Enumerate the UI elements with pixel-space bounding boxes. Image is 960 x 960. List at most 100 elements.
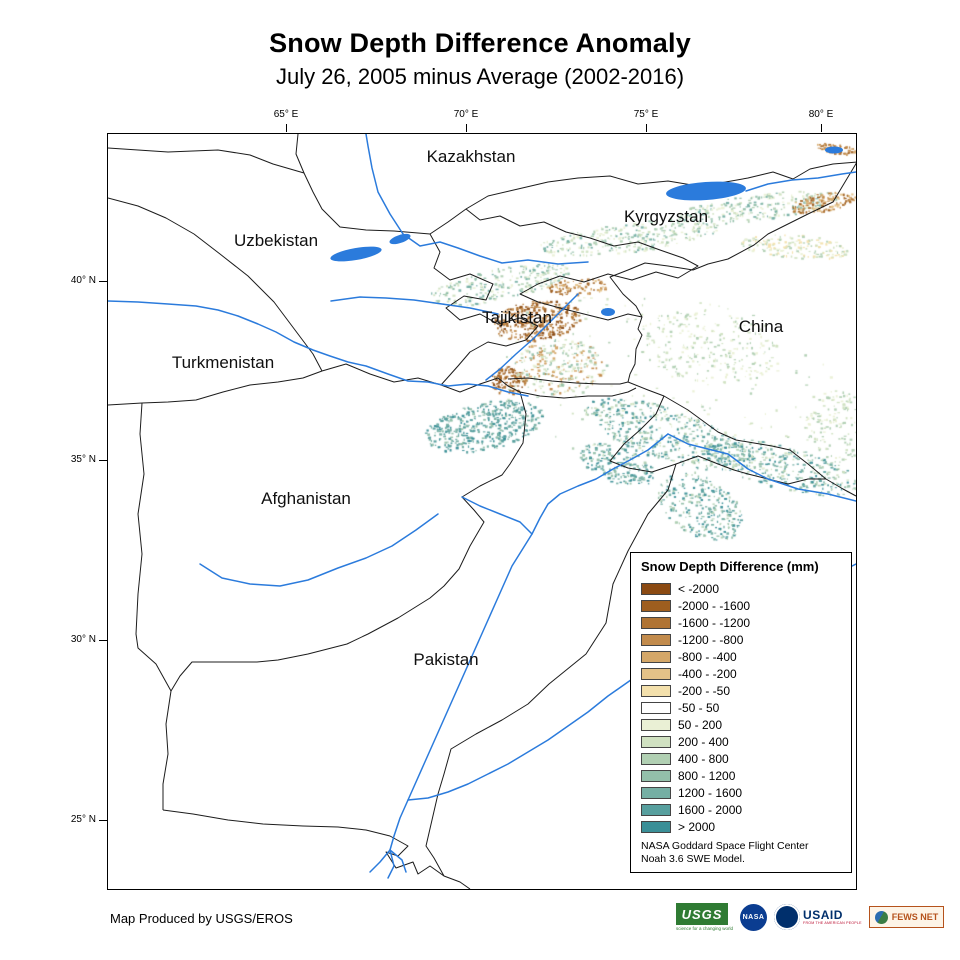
river (389, 433, 669, 851)
legend-swatch (641, 667, 671, 680)
river (387, 849, 395, 879)
country-label-uzbekistan: Uzbekistan (233, 231, 319, 250)
river (745, 171, 856, 192)
legend-swatch (641, 616, 671, 629)
legend-row: 50 - 200 (641, 716, 841, 733)
lake (389, 233, 411, 245)
legend-row: 1600 - 2000 (641, 801, 841, 818)
legend-swatch (641, 650, 671, 663)
legend-note-line1: NASA Goddard Space Flight Center (641, 840, 809, 852)
lat-tick-label: 40° N (70, 275, 96, 286)
usaid-logo: USAID FROM THE AMERICAN PEOPLE (774, 904, 862, 930)
country-label-china: China (738, 317, 784, 336)
lon-tick-mark (466, 124, 467, 132)
country-border (108, 370, 323, 406)
lat-tick-mark (99, 460, 107, 461)
country-border (108, 147, 431, 235)
country-border (429, 233, 539, 327)
country-border (108, 197, 323, 372)
river (667, 433, 856, 502)
lon-tick-label: 80° E (808, 109, 834, 120)
nasa-text: NASA (742, 913, 765, 921)
legend-label: -400 - -200 (678, 666, 737, 681)
legend-label: 800 - 1200 (678, 768, 736, 783)
fewsnet-globe-icon (874, 910, 888, 924)
legend-swatch (641, 718, 671, 731)
lon-tick-mark (286, 124, 287, 132)
usgs-tagline: science for a changing world (676, 926, 734, 931)
usgs-wordmark: USGS (676, 903, 728, 925)
nasa-meatball-icon: NASA (740, 903, 768, 931)
lake (825, 146, 843, 154)
legend-label: -800 - -400 (678, 649, 737, 664)
river (485, 293, 579, 381)
legend-swatch (641, 701, 671, 714)
country-border (162, 809, 471, 889)
legend-row: -50 - 50 (641, 699, 841, 716)
river (199, 513, 439, 587)
legend-label: 200 - 400 (678, 734, 729, 749)
legend-label: 1600 - 2000 (678, 802, 743, 817)
legend: Snow Depth Difference (mm) < -2000 -2000 … (630, 552, 852, 873)
usaid-tagline: FROM THE AMERICAN PEOPLE (803, 921, 862, 925)
legend-row: -2000 - -1600 (641, 597, 841, 614)
legend-row: 800 - 1200 (641, 767, 841, 784)
legend-row: 400 - 800 (641, 750, 841, 767)
usaid-text-block: USAID FROM THE AMERICAN PEOPLE (803, 909, 862, 925)
logo-row: USGS science for a changing world NASA U… (676, 901, 945, 933)
river (461, 496, 533, 535)
country-labels: Kazakhstan Kyrgyzstan Uzbekistan Tajikistan… (108, 134, 856, 889)
country-border (295, 134, 305, 174)
page-subtitle: July 26, 2005 minus Average (2002-2016) (275, 64, 685, 89)
river (365, 134, 589, 265)
legend-swatch (641, 752, 671, 765)
legend-label: 400 - 800 (678, 751, 729, 766)
legend-note-line2: Noah 3.6 SWE Model. (641, 853, 745, 865)
legend-row: 1200 - 1600 (641, 784, 841, 801)
legend-row: -800 - -400 (641, 648, 841, 665)
country-border (465, 208, 699, 321)
legend-label: 50 - 200 (678, 717, 723, 732)
lat-tick-label: 35° N (70, 454, 96, 465)
usaid-seal-icon (774, 904, 801, 930)
country-border (609, 162, 856, 383)
country-border (135, 402, 172, 810)
country-border (429, 161, 856, 235)
usaid-wordmark: USAID (803, 908, 843, 922)
country-label-tajikistan: Tajikistan (482, 308, 552, 327)
legend-swatch (641, 633, 671, 646)
country-border (321, 363, 637, 399)
legend-swatch (641, 735, 671, 748)
lake (330, 246, 382, 262)
legend-label: -200 - -50 (678, 683, 731, 698)
legend-row: -400 - -200 (641, 665, 841, 682)
country-border (440, 325, 539, 386)
fewsnet-logo: FEWS NET (868, 906, 945, 928)
lon-tick-label: 65° E (273, 109, 299, 120)
legend-label: -50 - 50 (678, 700, 720, 715)
lon-tick-mark (821, 124, 822, 132)
lake (601, 308, 615, 316)
country-border (507, 377, 629, 385)
lat-tick-mark (99, 281, 107, 282)
lon-tick-label: 70° E (453, 109, 479, 120)
legend-label: -2000 - -1600 (678, 598, 751, 613)
legend-row: < -2000 (641, 580, 841, 597)
country-border (425, 463, 677, 877)
legend-note: NASA Goddard Space Flight Center Noah 3.… (641, 840, 841, 866)
lat-tick-mark (99, 640, 107, 641)
legend-row: > 2000 (641, 818, 841, 835)
lon-tick-mark (646, 124, 647, 132)
legend-swatch (641, 769, 671, 782)
legend-label: -1600 - -1200 (678, 615, 751, 630)
lat-tick-label: 30° N (70, 634, 96, 645)
river (108, 300, 529, 397)
country-label-pakistan: Pakistan (413, 650, 479, 669)
river (369, 849, 391, 873)
river (330, 296, 499, 315)
legend-row: -200 - -50 (641, 682, 841, 699)
legend-row: 200 - 400 (641, 733, 841, 750)
map-credit: Map Produced by USGS/EROS (110, 911, 293, 926)
page-title: Snow Depth Difference Anomaly (269, 28, 691, 58)
